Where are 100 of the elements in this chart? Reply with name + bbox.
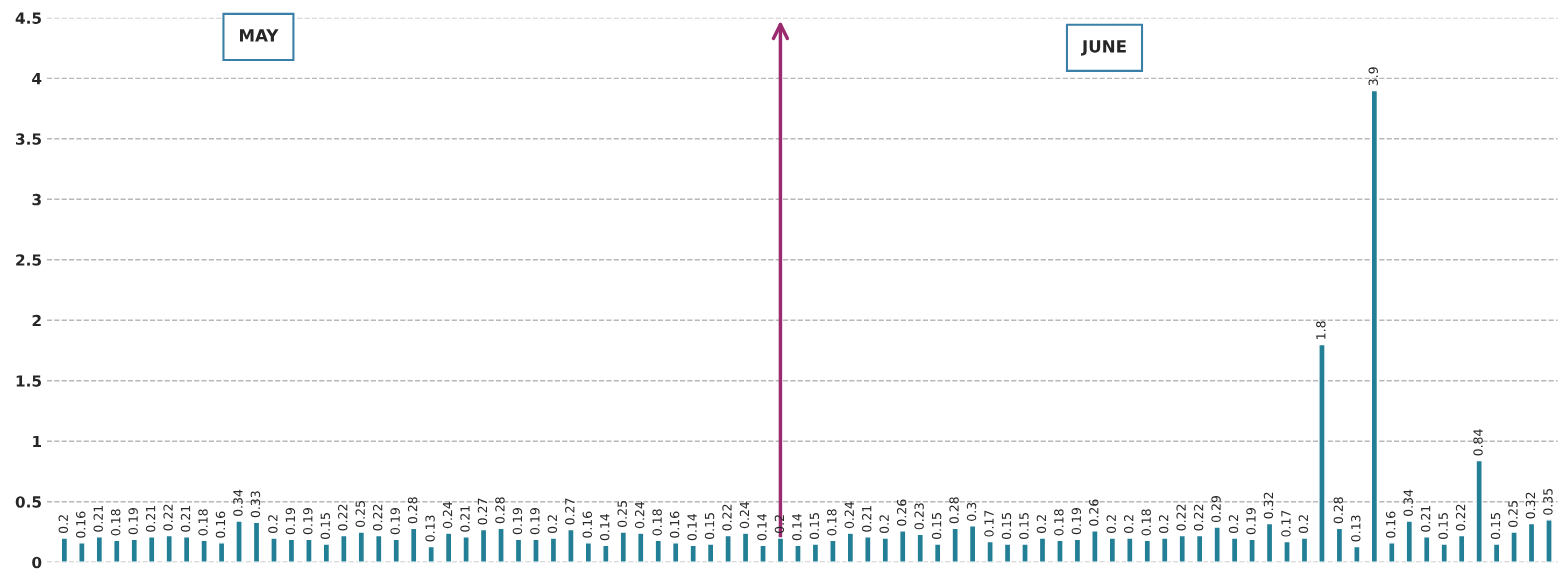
data-label: 0.25 (617, 501, 627, 527)
bar (78, 542, 86, 563)
data-label: 0.16 (582, 511, 592, 538)
data-label: 0.2 (1298, 515, 1309, 533)
bar (392, 538, 400, 563)
data-label: 0.19 (285, 508, 296, 535)
bar (95, 536, 104, 563)
data-label: 0.21 (1420, 505, 1431, 532)
bar (794, 544, 802, 563)
data-label: 0.3 (966, 502, 977, 521)
y-tick-label: 0.5 (15, 496, 41, 508)
data-label: 0.2 (1123, 515, 1134, 533)
data-label: 0.18 (1141, 509, 1151, 536)
bar (881, 537, 890, 563)
bar (427, 545, 435, 563)
bar (1038, 537, 1047, 563)
bar (584, 542, 593, 563)
data-label: 0.28 (949, 497, 959, 524)
bar (811, 543, 820, 563)
data-label: 0.22 (163, 504, 173, 531)
data-label: 0.19 (303, 508, 313, 535)
data-label: 0.28 (1333, 497, 1344, 524)
y-tick-label: 3 (32, 193, 41, 206)
data-label: 0.2 (1036, 515, 1047, 533)
bar (654, 539, 662, 563)
bar (619, 531, 628, 563)
bar (1143, 539, 1152, 563)
data-label: 0.22 (1455, 504, 1466, 531)
data-label: 0.2 (879, 515, 889, 533)
bar (1091, 530, 1099, 563)
bar (1405, 520, 1414, 563)
annotation: MAY (239, 29, 279, 42)
bar (130, 538, 139, 563)
bar (1300, 537, 1309, 563)
data-label: 0.2 (58, 515, 69, 533)
data-label: 0.2 (268, 515, 278, 533)
bar (1510, 531, 1518, 563)
bar (1475, 459, 1483, 563)
bar (409, 527, 418, 563)
data-label: 0.21 (145, 505, 156, 532)
bar (916, 533, 924, 563)
bar (1440, 543, 1448, 563)
data-label: 0.22 (338, 504, 348, 531)
annotation: JUNE (1081, 40, 1126, 56)
bar (986, 540, 994, 563)
bar (1230, 537, 1239, 563)
bar (968, 525, 977, 563)
data-label: 0.24 (442, 501, 453, 529)
data-label: 0.17 (1281, 510, 1291, 537)
bar (899, 530, 907, 563)
bar (602, 544, 610, 563)
data-label: 0.13 (425, 515, 435, 542)
data-label: 0.15 (1019, 513, 1029, 540)
bar (147, 536, 156, 563)
data-label: 0.18 (652, 509, 662, 536)
bar (706, 543, 715, 563)
bar (724, 534, 732, 563)
data-label: 0.84 (1473, 429, 1483, 456)
data-label: 0.34 (233, 489, 243, 517)
bar (1283, 540, 1291, 563)
bar (1056, 539, 1064, 563)
data-label: 0.23 (914, 503, 924, 530)
data-label: 0.21 (862, 505, 872, 532)
bar (1178, 534, 1186, 563)
data-label: 0.18 (1054, 509, 1064, 536)
bar (479, 528, 488, 563)
y-tick-label: 0 (32, 556, 42, 569)
bar (165, 534, 173, 563)
bar (60, 537, 69, 563)
bar (933, 543, 942, 563)
data-label: 0.22 (1176, 504, 1186, 531)
bar (113, 539, 121, 563)
data-label: 0.19 (128, 508, 138, 535)
y-tick-label: 1.5 (16, 375, 41, 387)
bar (1527, 522, 1536, 563)
bar (1422, 536, 1431, 563)
data-label: 0.15 (704, 513, 715, 540)
bar (182, 536, 191, 563)
data-label: 0.19 (512, 508, 523, 535)
data-label: 0.32 (1525, 492, 1536, 519)
data-label: 0.34 (1403, 489, 1413, 517)
data-label: 0.2 (774, 515, 785, 533)
bar (1108, 537, 1117, 563)
bar (671, 542, 680, 563)
bar (1545, 519, 1553, 563)
bar (322, 543, 331, 563)
bar (514, 538, 523, 563)
bar (1370, 89, 1379, 563)
data-label: 0.25 (1508, 501, 1518, 527)
data-label: 0.32 (1263, 492, 1274, 519)
bar (1003, 543, 1012, 563)
bar (340, 534, 348, 563)
data-label: 0.16 (1385, 511, 1396, 538)
data-label: 0.27 (477, 498, 488, 525)
data-label: 3.9 (1368, 67, 1378, 86)
bar (1213, 526, 1221, 563)
bar (252, 521, 261, 563)
data-label: 0.22 (722, 504, 732, 531)
bar (829, 539, 837, 563)
y-tick-label: 2 (32, 314, 41, 327)
